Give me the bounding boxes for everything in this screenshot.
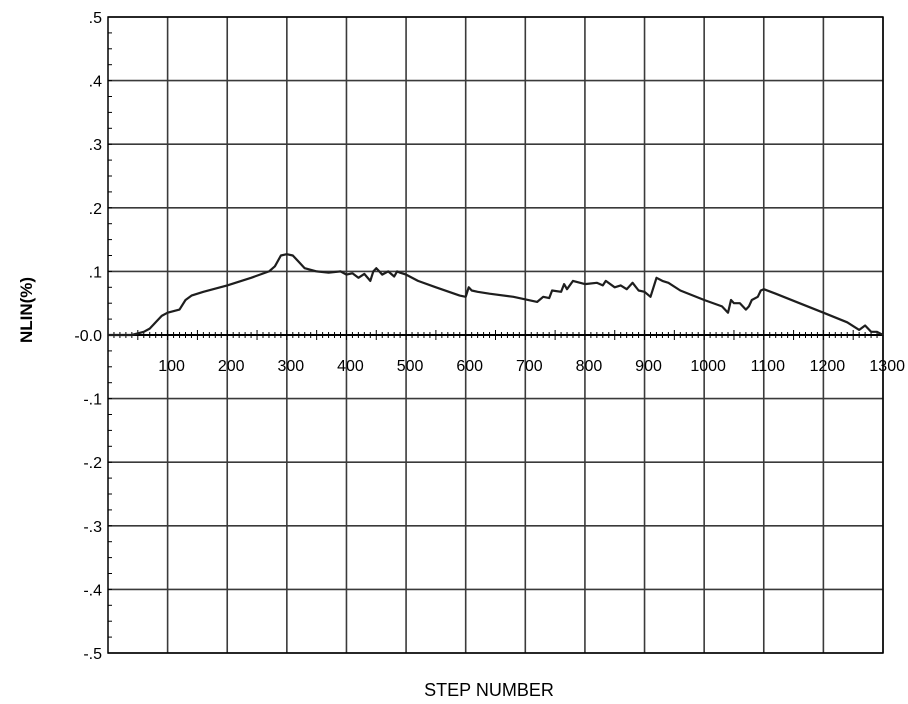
y-tick-label: -.5 [83, 646, 102, 663]
y-tick-label: .5 [89, 10, 102, 27]
y-tick-label: -.3 [83, 519, 102, 536]
series-line [108, 253, 884, 337]
x-tick-label: 300 [277, 358, 304, 375]
x-tick-label: 1000 [690, 358, 726, 375]
x-tick-label: 600 [456, 358, 483, 375]
x-tick-label: 100 [158, 358, 185, 375]
x-tick-label: 700 [516, 358, 543, 375]
x-tick-label: 1300 [869, 358, 905, 375]
x-tick-label: 500 [397, 358, 424, 375]
x-tick-label: 800 [576, 358, 603, 375]
y-axis-label: NLIN(%) [17, 277, 36, 343]
y-tick-label: .3 [89, 137, 102, 154]
y-tick-label: .2 [89, 201, 102, 218]
x-tick-label: 1200 [810, 358, 846, 375]
x-tick-label: 900 [635, 358, 662, 375]
y-tick-labels: .5 .4 .3 .2 .1 -0.0 -.1 -.2 -.3 -.4 -.5 [74, 10, 102, 663]
x-tick-label: 1100 [751, 358, 786, 375]
y-tick-label: -.1 [83, 392, 102, 409]
x-tick-label: 400 [337, 358, 364, 375]
y-tick-label: .4 [89, 74, 102, 91]
y-tick-label: -.2 [83, 455, 102, 472]
y-tick-label: .1 [89, 264, 102, 281]
x-tick-label: 200 [218, 358, 245, 375]
x-tick-labels: 100 200 300 400 500 600 700 800 900 1000 1100 1200 1… [158, 358, 905, 375]
y-tick-label: -0.0 [74, 328, 102, 345]
x-axis-label: STEP NUMBER [424, 680, 554, 700]
y-tick-label: -.4 [83, 582, 102, 599]
